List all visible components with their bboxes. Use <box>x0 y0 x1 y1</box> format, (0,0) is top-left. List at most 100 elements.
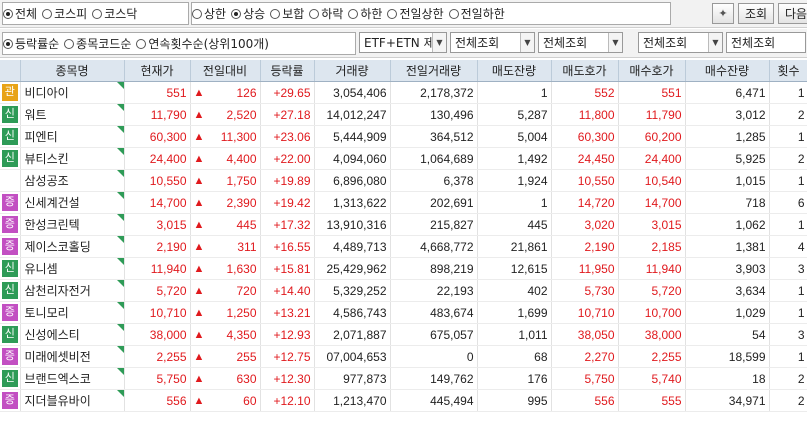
column-header-bid[interactable]: 매수호가 <box>618 60 686 82</box>
change-value: 311 <box>237 239 257 254</box>
radio-label: 전일하한 <box>460 7 505 21</box>
stock-name-cell[interactable]: 브랜드엑스코 <box>20 367 125 390</box>
etf-etn-filter-select[interactable]: ETF+ETN 제 ▼ <box>359 32 447 53</box>
badge-cell: 신 <box>0 125 21 148</box>
radio-market-kospi[interactable]: 코스피 <box>42 5 87 22</box>
radio-label: 전일상한 <box>399 7 444 21</box>
price-cell: 24,400 <box>124 147 191 170</box>
prev-volume-cell: 22,193 <box>390 279 478 302</box>
filter-select-4[interactable]: 전체조회 ▼ <box>638 32 723 53</box>
stock-name-cell[interactable]: 워트 <box>20 103 125 126</box>
filter-select-5[interactable]: 전체조회 <box>726 32 806 53</box>
ask-price-cell: 5,750 <box>551 367 619 390</box>
table-row[interactable]: 증 지더블유바이 556 ▲ 60 +12.10 1,213,470 445,494 995 55… <box>0 389 807 412</box>
market-radio-group: 전체 코스피 코스닥 <box>2 2 189 25</box>
ask-price-cell: 552 <box>551 81 619 104</box>
bid-qty-cell: 34,971 <box>685 389 770 412</box>
table-row[interactable]: 증 토니모리 10,710 ▲ 1,250 +13.21 4,586,743 483,674 1… <box>0 301 807 324</box>
select-value: 전체조회 <box>455 36 500 50</box>
radio-dot <box>309 8 320 19</box>
column-header-count[interactable]: 횟수 <box>769 60 807 82</box>
table-row[interactable]: 증 제이스코홀딩 2,190 ▲ 311 +16.55 4,489,713 4,668,772… <box>0 235 807 258</box>
radio-change-prev-lower[interactable]: 전일하한 <box>448 5 505 22</box>
settings-button[interactable]: ✦ <box>712 3 734 24</box>
ask-price-cell: 5,730 <box>551 279 619 302</box>
radio-sort-rate[interactable]: 등락률순 <box>3 35 59 52</box>
radio-market-all[interactable]: 전체 <box>3 5 37 22</box>
count-cell: 1 <box>769 213 807 236</box>
stock-name-cell[interactable]: 피엔티 <box>20 125 125 148</box>
stock-name-cell[interactable]: 삼성공조 <box>20 169 125 192</box>
prev-volume-cell: 149,762 <box>390 367 478 390</box>
table-row[interactable]: 관 비디아이 551 ▲ 126 +29.65 3,054,406 2,178,372 1 552… <box>0 81 807 104</box>
stock-name: 워트 <box>24 108 47 122</box>
table-row[interactable]: 증 신세계건설 14,700 ▲ 2,390 +19.42 1,313,622 202,691… <box>0 191 807 214</box>
radio-change-flat[interactable]: 보합 <box>270 5 304 22</box>
stock-name-cell[interactable]: 지더블유바이 <box>20 389 125 412</box>
corner-marker-icon <box>116 192 123 199</box>
table-row[interactable]: 신 신성에스티 38,000 ▲ 4,350 +12.93 2,071,887 675,057… <box>0 323 807 346</box>
table-row[interactable]: 신 삼천리자전거 5,720 ▲ 720 +14.40 5,329,252 22,193 402… <box>0 279 807 302</box>
table-row[interactable]: 신 유니셈 11,940 ▲ 1,630 +15.81 25,429,962 898,219 1… <box>0 257 807 280</box>
change-value: 4,350 <box>226 327 257 342</box>
radio-change-upper-limit[interactable]: 상한 <box>192 5 226 22</box>
column-header-badge[interactable] <box>0 60 21 82</box>
badge-cell: 신 <box>0 147 21 170</box>
column-header-name[interactable]: 종목명 <box>20 60 125 82</box>
stock-name-cell[interactable]: 미래에셋비전 <box>20 345 125 368</box>
table-row[interactable]: 증 미래에셋비전 2,255 ▲ 255 +12.75 07,004,653 0 68 2,270… <box>0 345 807 368</box>
up-arrow-icon: ▲ <box>193 174 205 187</box>
table-row[interactable]: 신 브랜드엑스코 5,750 ▲ 630 +12.30 977,873 149,762 176 5… <box>0 367 807 390</box>
column-header-ask-qty[interactable]: 매도잔량 <box>477 60 552 82</box>
column-header-prev-volume[interactable]: 전일거래량 <box>390 60 478 82</box>
market-badge: 증 <box>1 216 18 233</box>
stock-name-cell[interactable]: 한성크린텍 <box>20 213 125 236</box>
table-row[interactable]: 증 한성크린텍 3,015 ▲ 445 +17.32 13,910,316 215,827 44… <box>0 213 807 236</box>
filter-select-2[interactable]: 전체조회 ▼ <box>450 32 535 53</box>
stock-name-cell[interactable]: 신세계건설 <box>20 191 125 214</box>
column-header-ask[interactable]: 매도호가 <box>551 60 619 82</box>
bid-qty-cell: 54 <box>685 323 770 346</box>
bid-qty-cell: 3,012 <box>685 103 770 126</box>
stock-name-cell[interactable]: 뷰티스킨 <box>20 147 125 170</box>
next-button[interactable]: 다음 <box>778 3 807 24</box>
stock-name-cell[interactable]: 제이스코홀딩 <box>20 235 125 258</box>
radio-change-prev-upper[interactable]: 전일상한 <box>387 5 444 22</box>
change-value: 11,300 <box>220 129 257 144</box>
volume-cell: 1,213,470 <box>314 389 391 412</box>
market-badge: 신 <box>1 326 18 343</box>
stock-name-cell[interactable]: 삼천리자전거 <box>20 279 125 302</box>
radio-change-lower-limit[interactable]: 하한 <box>348 5 382 22</box>
badge-cell: 관 <box>0 81 21 104</box>
radio-change-fall[interactable]: 하락 <box>309 5 343 22</box>
price-cell: 3,015 <box>124 213 191 236</box>
table-row[interactable]: 신 뷰티스킨 24,400 ▲ 4,400 +22.00 4,094,060 1,064,68… <box>0 147 807 170</box>
radio-change-rise[interactable]: 상승 <box>231 5 265 22</box>
radio-market-kosdaq[interactable]: 코스닥 <box>92 5 137 22</box>
ask-price-cell: 11,950 <box>551 257 619 280</box>
column-header-bid-qty[interactable]: 매수잔량 <box>685 60 770 82</box>
corner-marker-icon <box>116 302 123 309</box>
table-row[interactable]: 삼성공조 10,550 ▲ 1,750 +19.89 6,896,080 6,378 1,92… <box>0 169 807 192</box>
radio-sort-code[interactable]: 종목코드순 <box>64 35 131 52</box>
stock-name-cell[interactable]: 유니셈 <box>20 257 125 280</box>
radio-sort-streak[interactable]: 연속횟수순(상위100개) <box>136 35 269 52</box>
ask-price-cell: 2,190 <box>551 235 619 258</box>
filter-select-3[interactable]: 전체조회 ▼ <box>538 32 623 53</box>
column-header-rate[interactable]: 등락률 <box>260 60 315 82</box>
query-button[interactable]: 조회 <box>738 3 774 24</box>
table-row[interactable]: 신 피엔티 60,300 ▲ 11,300 +23.06 5,444,909 364,512 5… <box>0 125 807 148</box>
column-header-change[interactable]: 전일대비 <box>190 60 261 82</box>
column-header-price[interactable]: 현재가 <box>124 60 191 82</box>
select-value: 전체조회 <box>543 36 588 50</box>
ask-qty-cell: 176 <box>477 367 552 390</box>
stock-name-cell[interactable]: 신성에스티 <box>20 323 125 346</box>
change-cell: ▲ 2,520 <box>190 103 261 126</box>
prev-volume-cell: 2,178,372 <box>390 81 478 104</box>
table-row[interactable]: 신 워트 11,790 ▲ 2,520 +27.18 14,012,247 130,496 5,… <box>0 103 807 126</box>
stock-name-cell[interactable]: 비디아이 <box>20 81 125 104</box>
rate-cell: +27.18 <box>260 103 315 126</box>
column-header-volume[interactable]: 거래량 <box>314 60 391 82</box>
stock-name-cell[interactable]: 토니모리 <box>20 301 125 324</box>
corner-marker-icon <box>116 126 123 133</box>
